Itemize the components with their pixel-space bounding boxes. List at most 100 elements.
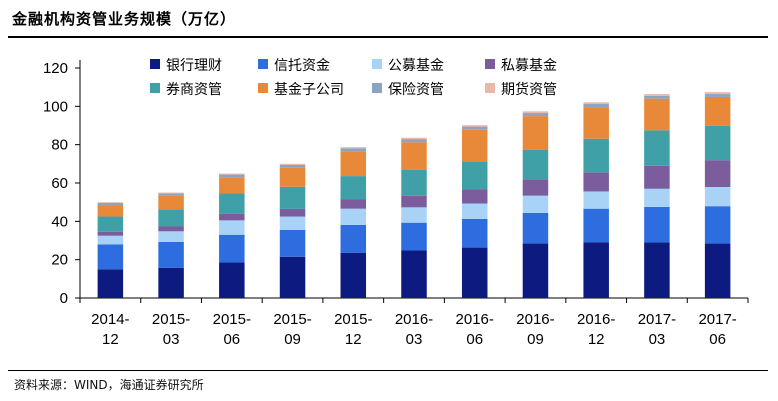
bar-segment (219, 177, 245, 194)
x-tick-label: 12 (588, 331, 605, 348)
bar-segment (522, 243, 549, 298)
bar-segment (279, 216, 306, 230)
bar-segment (158, 192, 184, 194)
bar-segment (644, 188, 670, 207)
bar-segment (704, 125, 731, 161)
bar-segment (97, 235, 124, 245)
bar-segment (461, 129, 488, 162)
bar-segment (522, 111, 549, 114)
bar-segment (340, 208, 367, 225)
bar-segment (219, 262, 245, 298)
bar-segment (97, 244, 124, 270)
bar-segment (704, 206, 731, 244)
y-tick-label: 20 (51, 252, 68, 269)
bar-segment (279, 256, 306, 298)
y-tick-label: 60 (51, 175, 68, 192)
bar-segment (97, 205, 124, 217)
bar-segment (401, 142, 427, 170)
bar-segment (522, 212, 549, 244)
bar-segment (279, 167, 306, 187)
bar-segment (401, 139, 427, 143)
legend-swatch (372, 59, 382, 69)
bar-segment (583, 242, 609, 298)
bar-segment (644, 98, 670, 131)
bar-segment (97, 269, 124, 298)
bar-segment (522, 149, 549, 180)
x-tick-label: 2014- (91, 311, 129, 328)
bar-segment (644, 165, 670, 189)
legend-swatch (150, 83, 160, 93)
bar-segment (704, 96, 731, 126)
x-tick-label: 2016- (516, 311, 554, 328)
bar-segment (522, 195, 549, 213)
x-tick-label: 03 (649, 331, 666, 348)
y-tick-label: 40 (51, 213, 68, 230)
bar-segment (461, 189, 488, 204)
legend-label: 信托资金 (274, 58, 330, 74)
bar-segment (704, 187, 731, 207)
legend-label: 券商资管 (166, 82, 222, 98)
x-axis: 2014- 12 2015- 03 2015- 06 2015- 09 2015- 12 2016-… (79, 297, 749, 348)
bar-segment (97, 202, 124, 206)
x-tick-label: 2015- (213, 311, 251, 328)
bar-segment (340, 199, 367, 209)
bar-segment (644, 206, 670, 243)
x-tick-label: 2015- (152, 311, 190, 328)
bar-segment (461, 161, 488, 190)
bar-segment (644, 242, 670, 298)
bar-segment (704, 243, 731, 298)
x-tick-label: 03 (163, 331, 180, 348)
bar-segment (583, 102, 609, 105)
bar-segment (522, 113, 549, 117)
y-tick-label: 120 (43, 60, 68, 77)
bar-segment (583, 104, 609, 108)
bar-segment (219, 174, 245, 178)
x-tick-label: 09 (527, 331, 544, 348)
bar-segment (97, 216, 124, 232)
legend-label: 基金子公司 (274, 81, 344, 98)
bar-segment (279, 164, 306, 168)
y-axis: 0 20 40 60 80 100 120 (43, 60, 81, 307)
x-tick-label: 2017- (698, 311, 736, 328)
bar-segment (97, 231, 124, 236)
legend-label: 保险资管 (388, 82, 444, 98)
legend-swatch (150, 59, 160, 69)
x-tick-label: 2016- (395, 311, 433, 328)
bar-segment (522, 179, 549, 196)
x-tick-label: 03 (406, 331, 423, 348)
x-tick-label: 06 (709, 331, 726, 348)
bar-segment (461, 203, 488, 219)
x-tick-label: 2016- (456, 311, 494, 328)
bar-segment (340, 176, 367, 200)
bar-segment (583, 208, 609, 243)
x-tick-label: 2015- (273, 311, 311, 328)
bar-segment (644, 130, 670, 166)
bar-segment (340, 147, 367, 149)
bar-segment (219, 220, 245, 235)
source-note: 资料来源：WIND，海通证券研究所 (14, 378, 204, 392)
bar-segment (704, 94, 731, 97)
bar-segment (340, 148, 367, 152)
bar-segment (158, 226, 184, 232)
bar-segment (401, 250, 427, 298)
legend-label: 公募基金 (388, 57, 444, 74)
bar-segment (583, 138, 609, 173)
bar-segment (461, 247, 488, 298)
x-tick-label: 12 (102, 331, 119, 348)
source-rule (8, 370, 768, 371)
x-tick-label: 2015- (334, 311, 372, 328)
bar-segment (401, 207, 427, 223)
x-tick-label: 12 (345, 331, 362, 348)
bar-segment (279, 186, 306, 209)
bar-segment (158, 231, 184, 242)
bar-segment (644, 95, 670, 99)
bar-segment (401, 222, 427, 251)
bar-segment (340, 151, 367, 177)
y-tick-label: 0 (60, 290, 68, 307)
bar-segment (279, 229, 306, 257)
x-tick-label: 2016- (577, 311, 615, 328)
bar-segment (97, 202, 124, 203)
bar-segment (158, 209, 184, 227)
